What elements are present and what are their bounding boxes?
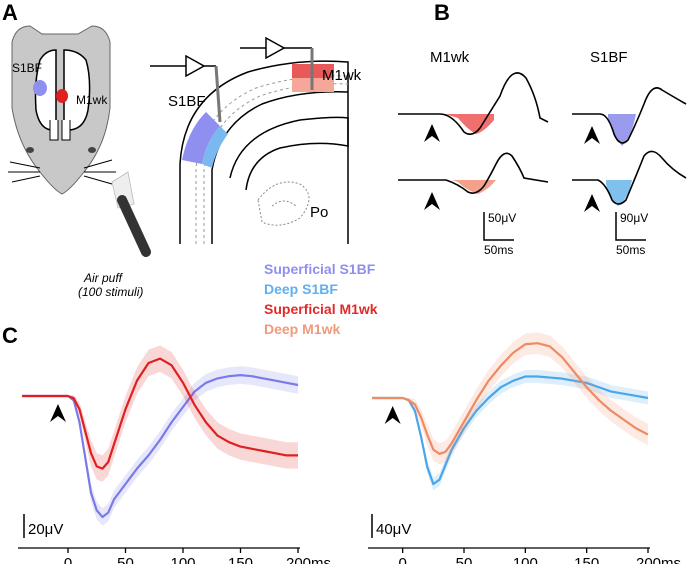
electrode-m1wk <box>240 36 314 90</box>
chart-superficial: 0 50 100 150 200ms 20μV <box>18 345 331 564</box>
col-label-s1bf: S1BF <box>590 49 628 66</box>
rat-head-schematic: S1BF M1wk <box>8 25 116 195</box>
electrode-m1wk-label: M1wk <box>322 67 362 84</box>
series-line-0-0 <box>22 374 299 519</box>
section-outline <box>179 60 349 244</box>
x-tick-label-0-3: 150 <box>228 555 253 564</box>
stimulus-label-line1: Air puff <box>83 271 124 285</box>
amp-scale-label-0: 20μV <box>28 521 63 538</box>
x-tick-label-1-4: 200ms <box>636 555 681 564</box>
right-hemisphere <box>63 49 91 131</box>
coronal-section: Po <box>179 60 349 244</box>
stimulus-arrow-b1 <box>424 124 440 142</box>
s1bf-sup-fill <box>608 114 636 146</box>
series-line-0-1 <box>22 357 298 470</box>
col-label-m1wk: M1wk <box>430 49 470 66</box>
air-puff-device <box>111 171 151 257</box>
x-tick-label-1-2: 100 <box>513 555 538 564</box>
x-tick-label-0-4: 200ms <box>286 555 331 564</box>
x-tick-label-1-1: 50 <box>456 555 473 564</box>
scale-m1wk-amp: 50μV <box>488 211 516 225</box>
stimulus-arrow-b2 <box>424 192 440 210</box>
amp-scale-label-1: 40μV <box>376 521 411 538</box>
electrode-s1bf <box>150 54 222 123</box>
stimulus-arrow-c0 <box>50 404 66 422</box>
m1wk-deep-trace <box>398 152 549 194</box>
x-tick-label-0-2: 100 <box>170 555 195 564</box>
legend-item-0: Superficial S1BF <box>264 261 376 277</box>
m1wk-region <box>56 89 68 103</box>
cerebellum <box>49 120 71 141</box>
legend-item-3: Deep M1wk <box>264 321 340 337</box>
x-tick-label-1-3: 150 <box>574 555 599 564</box>
series-band-1-1 <box>372 332 648 465</box>
panel-label-b: B <box>434 0 450 25</box>
scale-m1wk-time: 50ms <box>484 243 513 257</box>
left-eye <box>26 147 34 153</box>
po-label: Po <box>310 204 328 221</box>
series-band-1-0 <box>372 370 648 491</box>
x-tick-label-0-1: 50 <box>117 555 134 564</box>
m1wk-sup-fill <box>445 114 494 134</box>
panel-label-a: A <box>2 0 18 25</box>
x-tick-label-0-0: 0 <box>64 555 72 564</box>
legend: Superficial S1BF Deep S1BF Superficial M… <box>264 261 378 337</box>
m1wk-region-label: M1wk <box>76 93 108 107</box>
chart-deep: 0 50 100 150 200ms 40μV <box>368 332 681 564</box>
series-line-1-0 <box>372 375 649 486</box>
legend-item-2: Superficial M1wk <box>264 301 378 317</box>
right-eye <box>88 147 96 153</box>
series-line-1-1 <box>372 342 649 455</box>
x-tick-label-1-0: 0 <box>398 555 406 564</box>
series-band-0-0 <box>22 366 298 526</box>
scale-bar-m1wk <box>483 212 514 241</box>
stimulus-label-line2: (100 stimuli) <box>78 285 143 299</box>
scale-s1bf-time: 50ms <box>616 243 645 257</box>
s1bf-region-label: S1BF <box>12 61 42 75</box>
s1bf-sup-trace <box>572 87 687 144</box>
scale-s1bf-amp: 90μV <box>620 211 648 225</box>
scale-bar-s1bf <box>615 212 646 241</box>
s1bf-region <box>33 80 47 96</box>
s1bf-deep-trace <box>572 150 687 205</box>
stimulus-arrow-b4 <box>584 194 600 212</box>
m1wk-sup-trace <box>398 72 549 136</box>
m1wk-deep-fill <box>452 180 496 194</box>
stimulus-arrow-c1 <box>384 406 401 424</box>
head-outline <box>11 25 111 195</box>
legend-item-1: Deep S1BF <box>264 281 338 297</box>
series-band-0-1 <box>22 345 298 482</box>
stimulus-arrow-b3 <box>584 126 600 144</box>
panel-label-c: C <box>2 323 18 348</box>
whiskers <box>8 159 116 185</box>
electrode-s1bf-label: S1BF <box>168 93 206 110</box>
s1bf-deep-fill <box>606 180 632 206</box>
